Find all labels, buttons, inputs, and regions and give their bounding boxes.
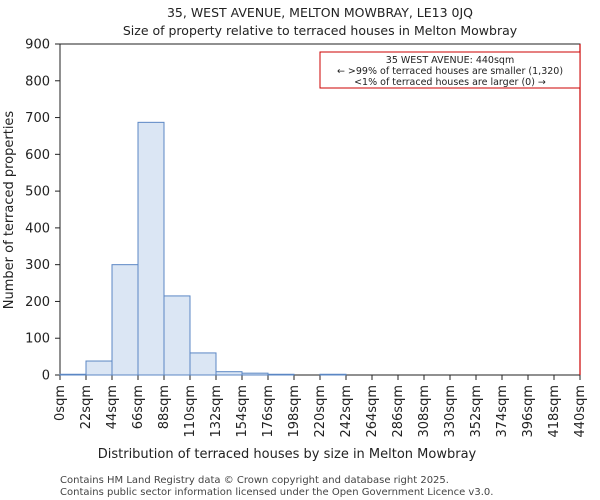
x-tick-label: 242sqm	[339, 385, 354, 438]
x-tick-label: 132sqm	[209, 385, 224, 438]
y-tick-label: 900	[25, 38, 50, 53]
annotation-box	[319, 51, 581, 89]
bar	[163, 295, 191, 376]
x-tick-label: 396sqm	[521, 385, 536, 438]
x-tick-label: 176sqm	[261, 385, 276, 438]
bar	[189, 352, 217, 376]
x-tick-label: 22sqm	[79, 385, 94, 429]
annotation-line: <1% of terraced houses are larger (0) →	[354, 77, 546, 88]
chart-title: 35, WEST AVENUE, MELTON MOWBRAY, LE13 0J…	[167, 5, 473, 20]
y-tick-label: 0	[42, 369, 50, 384]
x-tick-label: 264sqm	[365, 385, 380, 438]
x-tick-label: 374sqm	[495, 385, 510, 438]
bar	[59, 373, 87, 376]
footer-line-1: Contains HM Land Registry data © Crown c…	[60, 475, 449, 486]
bar	[215, 371, 243, 376]
bar	[137, 121, 165, 376]
x-tick-label: 330sqm	[443, 385, 458, 438]
x-axis-label: Distribution of terraced houses by size …	[98, 447, 477, 462]
marker-group: 35 WEST AVENUE: 440sqm← >99% of terraced…	[319, 44, 581, 375]
x-tick-label: 88sqm	[157, 385, 172, 429]
x-axis: 0sqm 22sqm 44sqm 66sqm 88sqm 110sqm 132sqm 154s…	[53, 375, 588, 438]
footer-line-2: Contains public sector information licen…	[60, 487, 493, 498]
y-tick-label: 700	[25, 111, 50, 126]
x-tick-label: 352sqm	[469, 385, 484, 438]
y-tick-label: 200	[25, 295, 50, 310]
y-tick-label: 600	[25, 148, 50, 163]
y-axis: 0 100 200 300 400 500 600 700 800 900	[25, 38, 60, 384]
annotation-line: ← >99% of terraced houses are smaller (1…	[337, 66, 563, 77]
bar	[319, 373, 347, 376]
x-tick-label: 286sqm	[391, 385, 406, 438]
x-tick-label: 220sqm	[313, 385, 328, 438]
bar	[267, 373, 295, 376]
x-tick-label: 308sqm	[417, 385, 432, 438]
bars	[59, 121, 347, 376]
x-tick-label: 440sqm	[573, 385, 588, 438]
chart-subtitle: Size of property relative to terraced ho…	[123, 23, 518, 38]
bar	[85, 360, 113, 376]
x-tick-label: 110sqm	[183, 385, 198, 438]
x-tick-label: 418sqm	[547, 385, 562, 438]
bar	[111, 264, 139, 376]
bar	[241, 372, 269, 376]
x-tick-label: 0sqm	[53, 385, 68, 421]
x-tick-label: 154sqm	[235, 385, 250, 438]
y-tick-label: 800	[25, 74, 50, 89]
y-tick-label: 400	[25, 221, 50, 236]
y-axis-label: Number of terraced properties	[2, 111, 17, 310]
x-tick-label: 66sqm	[131, 385, 146, 429]
x-tick-label: 198sqm	[287, 385, 302, 438]
x-tick-label: 44sqm	[105, 385, 120, 429]
y-tick-label: 500	[25, 185, 50, 200]
annotation-line: 35 WEST AVENUE: 440sqm	[386, 55, 514, 66]
y-tick-label: 100	[25, 332, 50, 347]
y-tick-label: 300	[25, 258, 50, 273]
